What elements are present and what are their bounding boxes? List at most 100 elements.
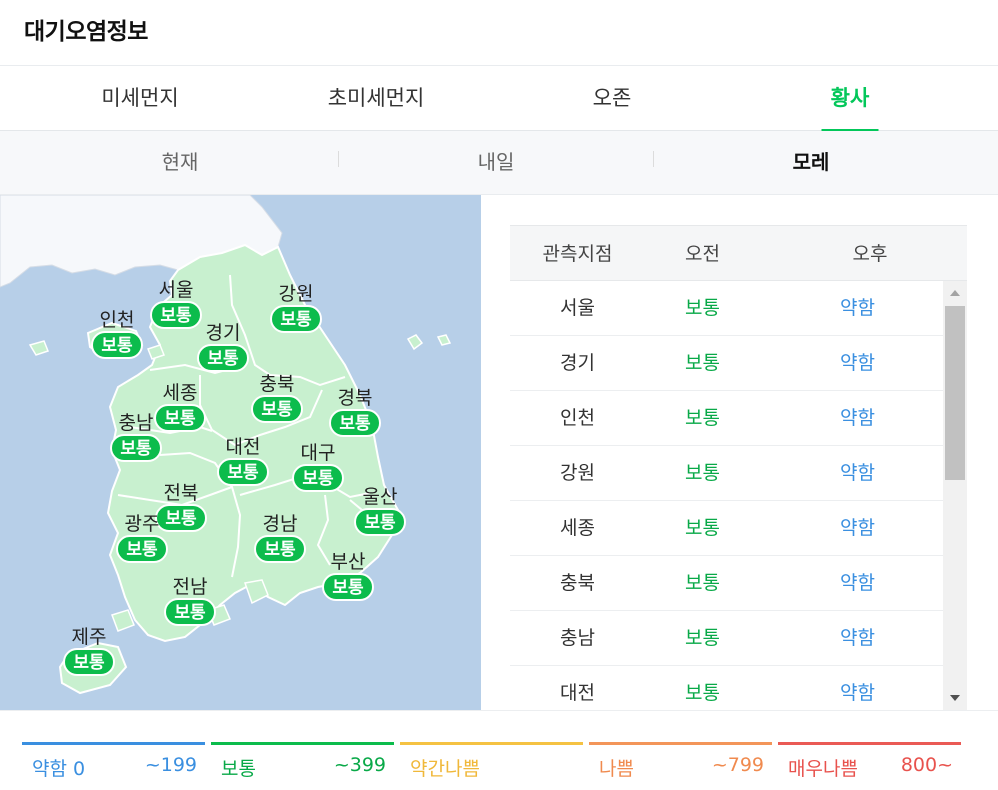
- region-gyeonggi[interactable]: 경기 보통: [188, 322, 258, 372]
- tab-ozone[interactable]: 오존: [494, 66, 730, 131]
- cell-am: 보통: [685, 352, 720, 374]
- cell-am: 보통: [685, 407, 720, 429]
- status-badge: 보통: [270, 305, 322, 333]
- cell-am: 보통: [685, 627, 720, 649]
- status-badge: 보통: [164, 598, 216, 626]
- legend-bar: [22, 742, 205, 745]
- subtab-day-after-tomorrow[interactable]: 모레: [792, 150, 830, 174]
- legend-label: 보통: [221, 758, 256, 780]
- region-gyeongbuk[interactable]: 경북 보통: [320, 387, 390, 437]
- tab-ultrafine-dust[interactable]: 초미세먼지: [258, 66, 494, 131]
- region-incheon[interactable]: 인천 보통: [82, 309, 152, 359]
- page-title: 대기오염정보: [24, 19, 148, 45]
- table-row: 강원 보통 약함: [510, 446, 943, 501]
- scroll-up-arrow-icon[interactable]: [943, 281, 967, 305]
- legend-bar: [400, 742, 583, 745]
- tab-label: 황사: [830, 86, 870, 110]
- cell-am: 보통: [685, 572, 720, 594]
- region-name: 전남: [172, 576, 208, 598]
- legend-label: 약간나쁨: [410, 758, 480, 780]
- korea-map: 서울 보통 강원 보통 인천 보통 경기 보통 충북 보통 세종 보통 경북 보통 충남 보통 …: [0, 195, 481, 710]
- region-name: 광주: [124, 513, 160, 535]
- cell-am: 보통: [685, 517, 720, 539]
- status-badge: 보통: [116, 535, 168, 563]
- column-header-pm: 오후: [852, 243, 888, 265]
- region-sejong[interactable]: 세종 보통: [145, 382, 215, 432]
- table-row: 충북 보통 약함: [510, 556, 943, 611]
- status-badge: 보통: [63, 648, 115, 676]
- region-jeonbuk[interactable]: 전북 보통: [146, 482, 216, 532]
- sub-tabs: 현재 내일 모레: [0, 131, 998, 195]
- region-seoul[interactable]: 서울 보통: [141, 279, 211, 329]
- subtab-divider: [653, 151, 654, 167]
- scroll-down-arrow-icon[interactable]: [943, 686, 967, 710]
- cell-site: 충남: [560, 627, 595, 649]
- cell-site: 강원: [560, 462, 595, 484]
- region-name: 서울: [158, 279, 194, 301]
- tab-yellow-dust[interactable]: 황사: [730, 66, 970, 131]
- region-name: 경남: [262, 513, 298, 535]
- legend-range: ~199: [144, 754, 197, 776]
- subtab-divider: [338, 151, 339, 167]
- table-header: 관측지점 오전 오후: [510, 225, 967, 281]
- region-gwangju[interactable]: 광주 보통: [107, 513, 177, 563]
- cell-am: 보통: [685, 682, 720, 704]
- region-gangwon[interactable]: 강원 보통: [261, 283, 331, 333]
- region-name: 충남: [118, 412, 154, 434]
- status-badge: 보통: [154, 404, 206, 432]
- region-gyeongnam[interactable]: 경남 보통: [245, 513, 315, 563]
- cell-pm: 약함: [840, 407, 875, 429]
- main-tabs: 미세먼지 초미세먼지 오존 황사: [0, 66, 998, 131]
- region-name: 인천: [99, 309, 135, 331]
- subtab-today[interactable]: 현재: [161, 150, 199, 174]
- table-row: 충남 보통 약함: [510, 611, 943, 666]
- region-name: 부산: [330, 551, 366, 573]
- region-jeju[interactable]: 제주 보통: [54, 626, 124, 676]
- subtab-tomorrow[interactable]: 내일: [477, 150, 515, 174]
- column-header-site: 관측지점: [542, 243, 613, 265]
- tab-label: 오존: [592, 86, 632, 110]
- region-name: 대전: [225, 436, 261, 458]
- status-badge: 보통: [197, 344, 249, 372]
- scroll-thumb[interactable]: [945, 306, 965, 480]
- korea-map-shape: [0, 195, 452, 695]
- cell-am: 보통: [685, 297, 720, 319]
- legend-weak: 약함 0 ~199: [22, 742, 205, 782]
- status-badge: 보통: [251, 395, 303, 423]
- legend-bar: [589, 742, 772, 745]
- column-header-am: 오전: [685, 243, 720, 265]
- table-row: 서울 보통 약함: [510, 281, 943, 336]
- region-chungbuk[interactable]: 충북 보통: [242, 373, 312, 423]
- status-badge: 보통: [91, 331, 143, 359]
- cell-pm: 약함: [840, 627, 875, 649]
- cell-site: 서울: [560, 297, 595, 319]
- table-scrollbar[interactable]: [943, 281, 967, 710]
- tab-label: 초미세먼지: [327, 86, 425, 110]
- region-daejeon[interactable]: 대전 보통: [208, 436, 278, 486]
- status-badge: 보통: [254, 535, 306, 563]
- cell-pm: 약함: [840, 297, 875, 319]
- region-busan[interactable]: 부산 보통: [313, 551, 383, 601]
- legend-bad: 나쁨 ~799: [589, 742, 772, 782]
- region-daegu[interactable]: 대구 보통: [283, 442, 353, 492]
- tab-fine-dust[interactable]: 미세먼지: [22, 66, 258, 131]
- observation-table: 관측지점 오전 오후 서울 보통 약함 경기 보통 약함 인천 보통 약함 강원 보통 약함 세…: [510, 225, 967, 710]
- cell-pm: 약함: [840, 682, 875, 704]
- region-chungnam[interactable]: 충남 보통: [101, 412, 171, 462]
- cell-site: 대전: [560, 682, 595, 704]
- legend-bar: [211, 742, 394, 745]
- cell-site: 경기: [560, 352, 595, 374]
- legend-label: 매우나쁨: [788, 758, 858, 780]
- region-jeonnam[interactable]: 전남 보통: [155, 576, 225, 626]
- region-name: 대구: [300, 442, 336, 464]
- region-name: 경기: [205, 322, 241, 344]
- cell-site: 인천: [560, 407, 595, 429]
- table-body[interactable]: 서울 보통 약함 경기 보통 약함 인천 보통 약함 강원 보통 약함 세종 보통 약함 충북 보통 약…: [510, 281, 943, 710]
- table-row: 경기 보통 약함: [510, 336, 943, 391]
- legend-label: 약함 0: [32, 758, 86, 780]
- cell-site: 세종: [560, 517, 595, 539]
- region-ulsan[interactable]: 울산 보통: [345, 486, 415, 536]
- status-badge: 보통: [354, 508, 406, 536]
- tab-label: 미세먼지: [101, 86, 179, 110]
- cell-pm: 약함: [840, 517, 875, 539]
